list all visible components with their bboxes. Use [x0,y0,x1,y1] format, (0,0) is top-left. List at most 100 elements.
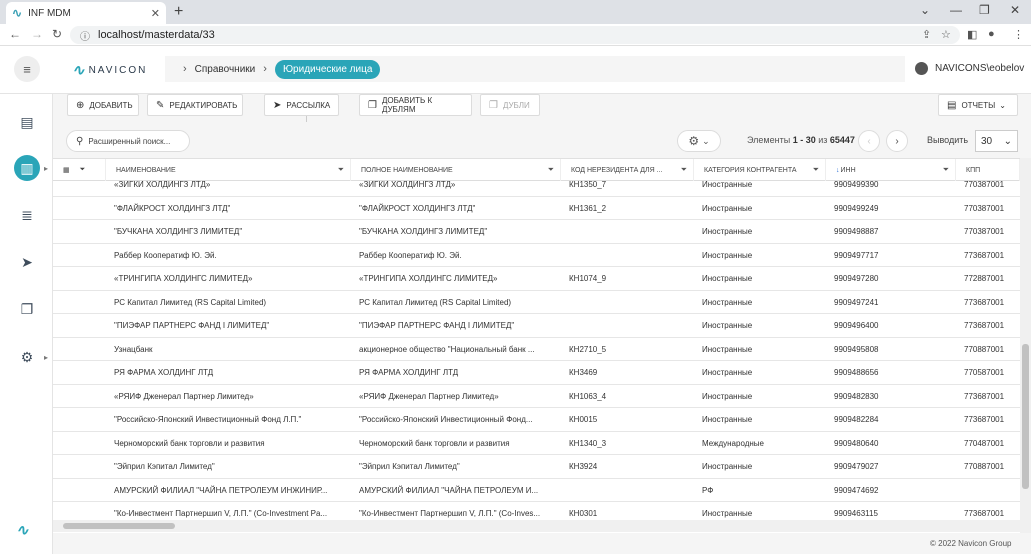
sidebar-item-copy-icon[interactable]: ❐ [20,300,34,317]
sidebar-item-database-icon[interactable]: ≣ [21,206,33,223]
back-icon[interactable]: ← [9,27,21,41]
header-name[interactable]: Наименование ⏷ [106,159,351,181]
prev-page-button[interactable]: ‹ [858,130,880,152]
app-header: ≡ ∿ NAVICON › Справочники › Юридические … [0,46,1031,94]
header-category[interactable]: Категория контрагента ⏷ [694,159,826,181]
add-button[interactable]: ⊕ Добавить [67,94,139,116]
cell-code [561,291,694,314]
url-field[interactable]: ⓘ localhost/masterdata/33 [70,26,960,44]
table-row[interactable]: "БУЧКАНА ХОЛДИНГЗ ЛИМИТЕД" "БУЧКАНА ХОЛДИ… [53,220,1020,244]
cell-code: КН1350_7 [569,180,607,189]
chevron-down-icon: ⌄ [702,135,710,146]
cell-full: Раббер Кооператиф Ю. Эй. [359,250,462,260]
duplicates-icon: ❐ [489,99,498,111]
browser-tab[interactable]: ∿ INF MDM ✕ [6,2,166,24]
sort-desc-icon: ↓ [836,166,840,174]
table-row[interactable]: АМУРСКИЙ ФИЛИАЛ "ЧАЙНА ПЕТРОЛЕУМ ИНЖИНИР… [53,479,1020,502]
close-icon[interactable]: ✕ [150,7,160,20]
table-row[interactable]: РЯ ФАРМА ХОЛДИНГ ЛТД РЯ ФАРМА ХОЛДИНГ ЛТД… [53,361,1020,385]
cell-code [561,314,694,337]
table-row[interactable]: "Российско-Японский Инвестиционный Фонд … [53,408,1020,432]
breadcrumb-directories[interactable]: Справочники [194,63,256,75]
report-icon: ▤ [947,99,957,111]
add-to-duplicates-button[interactable]: ❐ Добавить к дублям [359,94,472,116]
new-tab-button[interactable]: + [174,3,184,20]
column-chooser[interactable]: ▦ ⏷ [53,159,106,181]
user-menu[interactable]: NAVICONS\eobelov [915,62,1024,75]
cell-kpp: 773687001 [964,250,1005,260]
sidebar-item-send-icon[interactable]: ➤ [21,253,33,270]
items-counter: Элементы 1 - 30 из 65447 [747,135,855,145]
cell-kpp: 773687001 [964,391,1005,401]
horizontal-scroll-thumb[interactable] [63,523,175,529]
data-grid: ▦ ⏷ Наименование ⏷ Полное наименование ⏷ К… [53,158,1020,533]
horizontal-scrollbar[interactable] [53,520,1020,532]
header-code[interactable]: Код нерезидента для ... ⏷ [561,159,694,181]
table-row[interactable]: "Эйприл Кэпитал Лимитед" "Эйприл Кэпитал … [53,455,1020,479]
chevron-right-icon: › [183,63,187,75]
filter-icon[interactable]: ⏷ [812,165,819,174]
profile-icon[interactable]: ● [988,28,995,40]
hamburger-menu-icon[interactable]: ≡ [14,56,40,82]
maximize-button[interactable]: ❐ [979,3,990,17]
header-full-name[interactable]: Полное наименование ⏷ [351,159,561,181]
table-row[interactable]: "ПИЭФАР ПАРТНЕРС ФАНД І ЛИМИТЕД" "ПИЭФАР … [53,314,1020,338]
settings-button[interactable]: ⚙ ⌄ [677,130,721,152]
reports-button[interactable]: ▤ Отчеты ⌄ [938,94,1018,116]
info-icon: ⓘ [80,31,90,43]
filter-icon[interactable]: ⏷ [680,165,687,174]
navicon-logo[interactable]: ∿ NAVICON [72,62,148,79]
vertical-scrollbar[interactable] [1020,158,1031,533]
filter-icon[interactable]: ⏷ [337,165,344,174]
per-page-select[interactable]: 30 ⌄ [975,130,1018,152]
chevron-down-icon[interactable]: ⌄ [920,3,931,17]
header-kpp[interactable]: КПП [956,159,1020,181]
cell-inn: 9909480640 [834,438,879,448]
cell-name: "Эйприл Кэпитал Лимитед" [114,462,215,471]
cell-code: КН3924 [569,462,598,471]
chevron-down-icon: ⌄ [1003,135,1012,147]
cell-name: "Ко-Инвестмент Партнершип V, Л.П." (Co-I… [114,509,328,518]
table-row[interactable]: РС Капитал Лимитед (RS Capital Limited) Р… [53,291,1020,314]
sidebar-item-masterdata-icon[interactable]: ▥ [14,155,40,181]
mailing-button[interactable]: ➤ Рассылка [264,94,339,116]
cell-kpp: 770487001 [964,438,1005,448]
navicon-logo-icon: ∿ [16,522,29,539]
advanced-search-button[interactable]: ⚲ Расширенный поиск... [66,130,190,152]
filter-icon[interactable]: ⏷ [547,165,554,174]
cell-inn: 9909488656 [834,368,879,377]
table-row[interactable]: «ЗИГКИ ХОЛДИНГЗ ЛТД» «ЗИГКИ ХОЛДИНГЗ ЛТД»… [53,173,1020,197]
sidepanel-icon[interactable]: ◧ [967,29,978,41]
browser-tab-bar: ∿ INF MDM ✕ + ⌄ — ❐ ✕ [0,0,1031,24]
table-row[interactable]: Узнацбанк акционерное общество "Националь… [53,338,1020,361]
reload-icon[interactable]: ↻ [52,27,63,41]
next-page-button[interactable]: › [886,130,908,152]
duplicates-button[interactable]: ❐ Дубли [480,94,540,116]
table-row[interactable]: Раббер Кооператиф Ю. Эй. Раббер Кооперати… [53,244,1020,267]
filter-icon[interactable]: ⏷ [942,165,949,174]
table-row[interactable]: «РЯИФ Дженерал Партнер Лимитед» «РЯИФ Дже… [53,385,1020,408]
vertical-scroll-thumb[interactable] [1022,344,1029,489]
sidebar-item-settings-icon[interactable]: ⚙ [20,348,34,365]
share-icon[interactable]: ⇪ [922,29,932,41]
close-window-button[interactable]: ✕ [1010,3,1021,17]
star-icon[interactable]: ☆ [941,29,951,41]
cell-full: акционерное общество "Национальный банк … [359,344,535,354]
table-row[interactable]: Черноморский банк торговли и развития Чер… [53,432,1020,455]
per-page-label: Выводить [927,135,969,145]
sidebar-item-documents-icon[interactable]: ▤ [20,113,34,130]
cell-kpp: 773687001 [964,297,1005,307]
cell-code: КН0301 [569,509,598,518]
header-inn[interactable]: ↓ ИНН ⏷ [826,159,956,181]
forward-icon[interactable]: → [31,27,43,41]
minimize-button[interactable]: — [950,3,962,17]
table-row[interactable]: "ФЛАЙКРОСТ ХОЛДИНГЗ ЛТД" "ФЛАЙКРОСТ ХОЛДИ… [53,197,1020,220]
breadcrumb-legal-entities[interactable]: Юридические лица [274,59,381,79]
table-row[interactable]: «ТРИНГИПА ХОЛДИНГС ЛИМИТЕД» «ТРИНГИПА ХОЛ… [53,267,1020,291]
cell-kpp: 770387001 [964,203,1005,213]
cell-inn: 9909496400 [834,321,879,330]
chevron-right-icon: ▸ [44,353,49,362]
menu-icon[interactable]: ⋮ [1013,29,1024,41]
cell-full: РЯ ФАРМА ХОЛДИНГ ЛТД [359,368,459,377]
edit-button[interactable]: ✎ Редактировать [147,94,243,116]
